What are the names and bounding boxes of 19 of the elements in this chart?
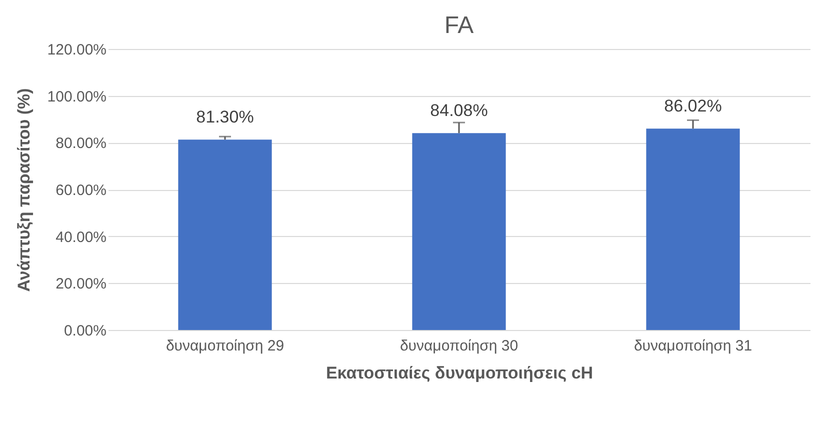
y-tick-label: 80.00% [56,135,106,152]
y-tick-label: 20.00% [56,276,106,293]
data-label: 86.02% [664,96,722,116]
x-tick-label: δυναμοποίηση 30 [400,338,518,354]
y-tick-label: 40.00% [56,228,106,246]
bar [646,128,740,330]
chart-title: FA [444,12,474,39]
y-tick-label: 60.00% [56,182,106,199]
bar [178,140,272,330]
x-tick-label: δυναμοποίηση 29 [166,338,284,354]
y-tick-label: 120.00% [47,42,106,58]
y-tick-label: 100.00% [47,88,106,106]
bar [412,133,506,330]
data-label: 81.30% [196,108,254,127]
y-axis-title: Ανάπτυξη παρασίτου (%) [14,88,34,292]
data-label: 84.08% [430,101,488,120]
y-tick-label: 0.00% [64,322,106,340]
x-tick-label: δυναμοποίηση 31 [634,338,752,354]
x-axis-title: Εκατοστιαίες δυναμοποιήσεις cH [326,364,594,382]
